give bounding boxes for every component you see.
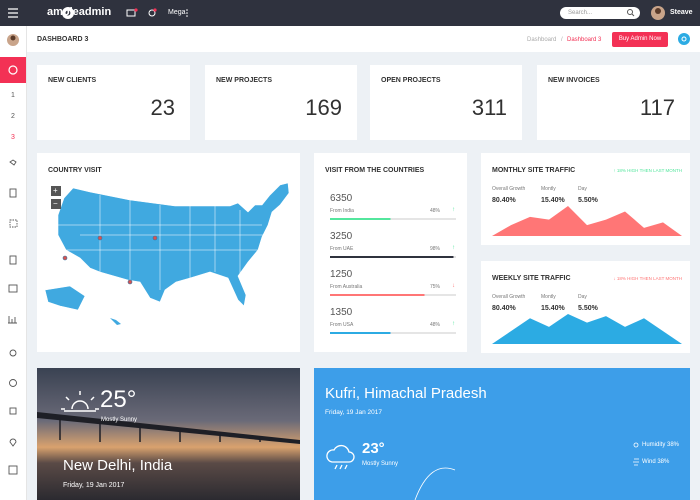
visit-trend: ↑ bbox=[452, 207, 455, 213]
metric-value: 80.40% bbox=[492, 197, 516, 204]
stat-value: 117 bbox=[639, 95, 675, 120]
visit-trend: ↑ bbox=[452, 321, 455, 327]
stat-value: 311 bbox=[471, 95, 507, 120]
visit-percent: 98% bbox=[430, 246, 441, 252]
condition: Mostly Sunny bbox=[101, 417, 138, 423]
user-name[interactable]: Steave bbox=[670, 9, 693, 16]
breadcrumb-separator: / bbox=[561, 37, 563, 43]
metric-value: 5.50% bbox=[578, 305, 598, 312]
sidebar-item[interactable]: 3 bbox=[11, 134, 15, 141]
humidity: Humidity 38% bbox=[642, 442, 680, 448]
metric-label: Day bbox=[578, 186, 587, 192]
menu-icon[interactable] bbox=[0, 0, 26, 26]
metric-label: Overall Growth bbox=[492, 294, 526, 300]
visit-from: From UAE bbox=[330, 246, 354, 252]
us-map[interactable] bbox=[0, 0, 300, 352]
card-title: MONTHLY SITE TRAFFIC bbox=[492, 167, 576, 174]
temperature: 23° bbox=[362, 440, 385, 457]
city: Kufri, Himachal Pradesh bbox=[325, 385, 487, 402]
metric-label: Overall Growth bbox=[492, 186, 526, 192]
date: Friday, 19 Jan 2017 bbox=[325, 409, 382, 416]
visit-percent: 48% bbox=[430, 322, 441, 328]
visit-count: 3250 bbox=[330, 231, 353, 242]
temperature: 25° bbox=[100, 386, 137, 413]
visit-trend: ↓ bbox=[452, 283, 455, 289]
metric-label: Montly bbox=[541, 294, 556, 300]
stat-card bbox=[37, 65, 190, 140]
zoom-in[interactable]: + bbox=[53, 186, 58, 195]
visits-card bbox=[314, 153, 467, 352]
breadcrumb-bar bbox=[27, 26, 700, 52]
condition: Mostly Sunny bbox=[362, 461, 399, 467]
traffic-note: ↓ 18% HIGH THEN LAST MONTH bbox=[613, 276, 682, 281]
visit-from: From USA bbox=[330, 322, 354, 328]
stat-value: 23 bbox=[150, 95, 175, 120]
stat-label: NEW CLIENTS bbox=[48, 77, 97, 84]
visit-percent: 48% bbox=[430, 208, 441, 214]
zoom-out[interactable]: − bbox=[53, 199, 58, 208]
breadcrumb-current: Dashboard 3 bbox=[567, 37, 602, 43]
sidebar bbox=[0, 26, 27, 500]
visit-trend: ↑ bbox=[452, 245, 455, 251]
page-title: DASHBOARD 3 bbox=[37, 36, 89, 43]
metric-value: 5.50% bbox=[578, 197, 598, 204]
sidebar-item[interactable]: 2 bbox=[11, 113, 15, 120]
visit-count: 6350 bbox=[330, 193, 353, 204]
date: Friday, 19 Jan 2017 bbox=[63, 482, 125, 489]
stat-value: 169 bbox=[305, 95, 342, 120]
weather-decor bbox=[37, 391, 300, 444]
weather-photo-card bbox=[37, 368, 300, 500]
metric-label: Day bbox=[578, 294, 587, 300]
brand[interactable]: ampleadmin bbox=[47, 6, 112, 18]
stat-label: NEW PROJECTS bbox=[216, 77, 273, 84]
visit-count: 1350 bbox=[330, 307, 353, 318]
metric-value: 80.40% bbox=[492, 305, 516, 312]
sidebar-icons bbox=[0, 34, 26, 475]
buy-button[interactable]: Buy Admin Now bbox=[612, 32, 668, 47]
visit-count: 1250 bbox=[330, 269, 353, 280]
wind: Wind 38% bbox=[642, 459, 670, 465]
visit-from: From India bbox=[330, 208, 354, 214]
card-title: COUNTRY VISIT bbox=[48, 167, 102, 174]
stat-label: NEW INVOICES bbox=[548, 77, 600, 84]
mega-menu[interactable]: Mega bbox=[168, 9, 186, 16]
visit-from: From Australia bbox=[330, 284, 363, 290]
card-title: VISIT FROM THE COUNTRIES bbox=[325, 167, 425, 174]
sidebar-item[interactable]: 1 bbox=[11, 92, 15, 99]
card-title: WEEKLY SITE TRAFFIC bbox=[492, 275, 571, 282]
search-icon[interactable] bbox=[0, 0, 700, 26]
traffic-note: ↑ 18% HIGH THEN LAST MONTH bbox=[613, 168, 682, 173]
visit-percent: 75% bbox=[430, 284, 441, 290]
settings-button[interactable] bbox=[0, 0, 700, 52]
metric-label: Montly bbox=[541, 186, 556, 192]
search-placeholder: Search... bbox=[568, 10, 593, 16]
stat-label: OPEN PROJECTS bbox=[381, 77, 441, 84]
weather-card bbox=[314, 368, 690, 500]
breadcrumb-link[interactable]: Dashboard bbox=[527, 37, 557, 43]
city: New Delhi, India bbox=[63, 457, 173, 474]
stat-card bbox=[205, 65, 357, 140]
search-box[interactable] bbox=[560, 7, 640, 19]
top-icons bbox=[126, 8, 188, 17]
metric-value: 15.40% bbox=[541, 305, 565, 312]
stat-card bbox=[370, 65, 522, 140]
stat-card bbox=[537, 65, 690, 140]
metric-value: 15.40% bbox=[541, 197, 565, 204]
logo bbox=[62, 7, 74, 19]
